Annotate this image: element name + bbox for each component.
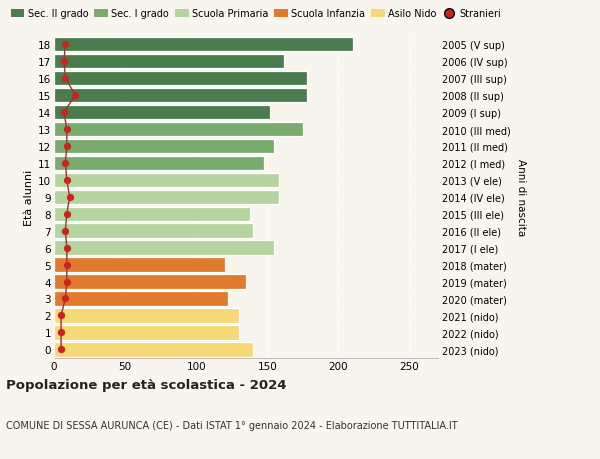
Point: [71, 92, 80, 100]
Point: [56, 312, 66, 319]
Point: [65, 194, 74, 201]
Bar: [54, 140, 274, 154]
Text: Popolazione per età scolastica - 2024: Popolazione per età scolastica - 2024: [6, 379, 287, 392]
Bar: [54, 325, 239, 340]
Point: [56, 346, 66, 353]
Point: [59, 109, 69, 117]
Y-axis label: Anni di nascita: Anni di nascita: [517, 159, 526, 236]
Point: [62, 126, 71, 134]
Bar: [54, 224, 253, 238]
Point: [62, 143, 71, 150]
Bar: [54, 173, 279, 188]
Legend: Sec. II grado, Sec. I grado, Scuola Primaria, Scuola Infanzia, Asilo Nido, Stran: Sec. II grado, Sec. I grado, Scuola Prim…: [11, 10, 501, 19]
Point: [62, 261, 71, 269]
Bar: [54, 106, 270, 120]
Y-axis label: Età alunni: Età alunni: [24, 169, 34, 225]
Point: [61, 295, 70, 302]
Point: [61, 160, 70, 167]
Bar: [54, 342, 253, 357]
Bar: [54, 275, 246, 289]
Bar: [54, 89, 307, 103]
Bar: [54, 157, 265, 171]
Bar: [54, 207, 250, 221]
Bar: [54, 55, 284, 69]
Point: [62, 177, 71, 184]
Bar: [54, 291, 227, 306]
Point: [61, 75, 70, 83]
Bar: [54, 258, 224, 272]
Bar: [54, 241, 274, 255]
Point: [61, 228, 70, 235]
Bar: [54, 190, 279, 205]
Point: [61, 41, 70, 49]
Bar: [54, 38, 353, 52]
Text: COMUNE DI SESSA AURUNCA (CE) - Dati ISTAT 1° gennaio 2024 - Elaborazione TUTTITA: COMUNE DI SESSA AURUNCA (CE) - Dati ISTA…: [6, 420, 458, 430]
Bar: [54, 308, 239, 323]
Point: [59, 58, 69, 66]
Point: [62, 211, 71, 218]
Point: [56, 329, 66, 336]
Point: [62, 245, 71, 252]
Point: [62, 278, 71, 285]
Bar: [54, 72, 307, 86]
Bar: [54, 123, 303, 137]
